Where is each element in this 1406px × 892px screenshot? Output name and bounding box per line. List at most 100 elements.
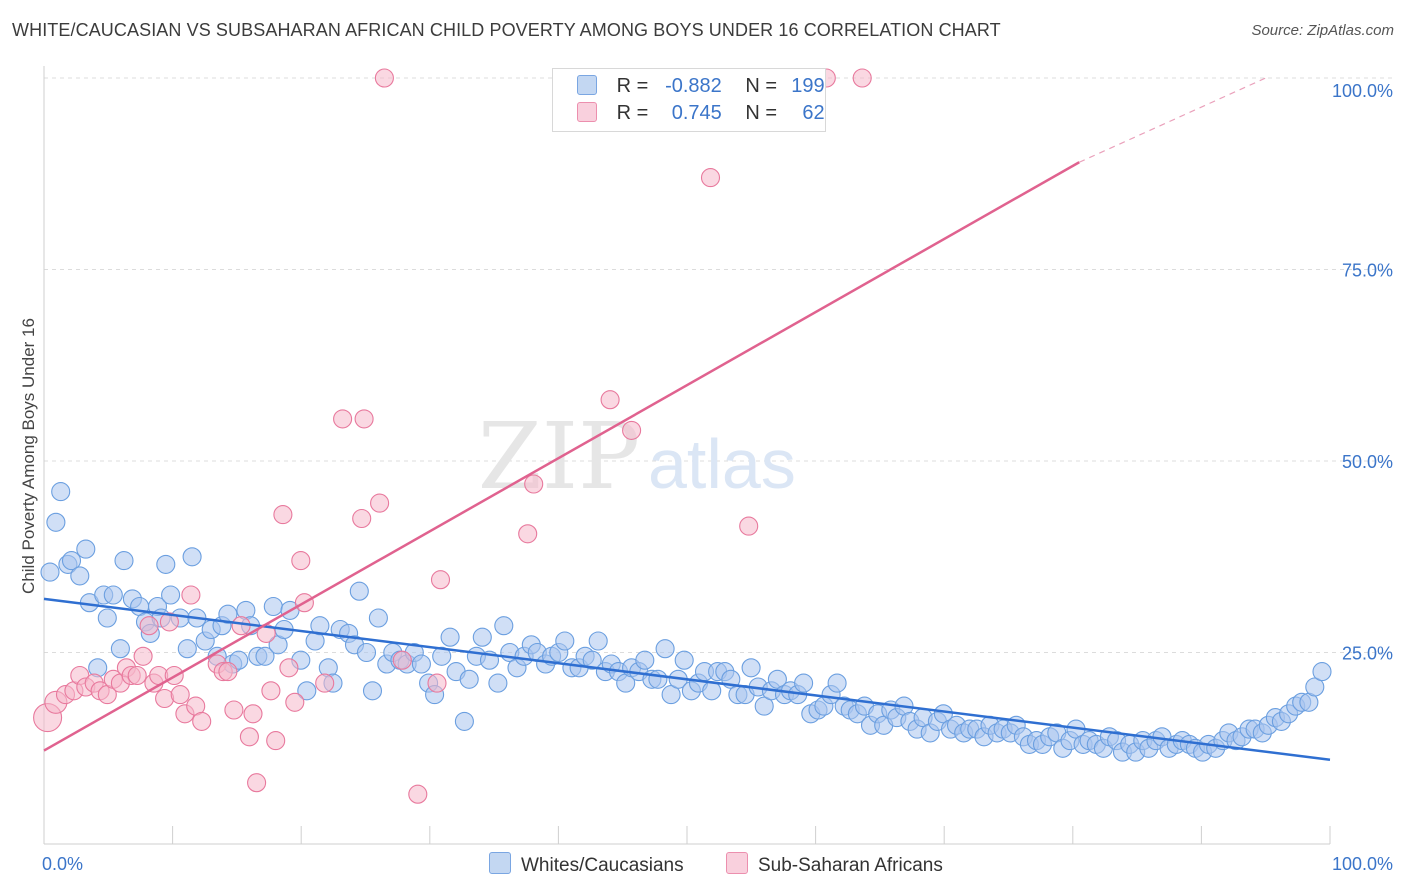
x-tick-label: 0.0% [42, 854, 83, 874]
point-subsaharan [852, 68, 872, 88]
point-subsaharan [139, 616, 159, 636]
r-value: -0.882 [665, 75, 722, 97]
point-whites [110, 639, 130, 659]
point-subsaharan [159, 612, 179, 632]
point-whites [1305, 677, 1325, 697]
n-value: 199 [791, 75, 825, 97]
point-whites [827, 673, 847, 693]
legend-swatch-subsaharan [577, 102, 597, 122]
point-subsaharan [170, 685, 190, 705]
point-whites [97, 608, 117, 628]
watermark-atlas: atlas [648, 425, 796, 503]
point-whites [794, 673, 814, 693]
legend-swatch-whites [577, 75, 597, 95]
point-subsaharan [600, 390, 620, 410]
point-subsaharan [291, 551, 311, 571]
r-label: R = [616, 102, 649, 124]
point-whites [177, 639, 197, 659]
point-whites [440, 627, 460, 647]
point-subsaharan [133, 646, 153, 666]
legend-swatch-whites [489, 852, 511, 874]
point-whites [741, 658, 761, 678]
point-whites [582, 650, 602, 670]
point-subsaharan [352, 508, 372, 529]
point-subsaharan [285, 692, 305, 712]
point-subsaharan [243, 704, 263, 724]
point-whites [349, 581, 369, 601]
point-whites [459, 669, 479, 689]
point-whites [46, 512, 66, 532]
point-whites [297, 681, 317, 701]
point-subsaharan [622, 420, 642, 440]
point-whites [368, 608, 388, 628]
y-axis-title: Child Poverty Among Boys Under 16 [19, 318, 38, 594]
point-subsaharan [192, 711, 212, 731]
n-label: N = [745, 102, 778, 124]
tick-labels: 25.0% 50.0% 75.0% 100.0% 0.0% 100.0% [42, 81, 1393, 874]
point-subsaharan [354, 409, 374, 429]
n-value: 62 [802, 102, 825, 124]
source-label: Source: ZipAtlas.com [1251, 22, 1394, 39]
point-subsaharan [430, 570, 451, 590]
point-whites [754, 696, 774, 716]
point-whites [161, 585, 181, 605]
point-subsaharan [218, 662, 238, 682]
point-subsaharan [266, 731, 286, 751]
point-subsaharan [427, 673, 447, 693]
point-subsaharan [239, 727, 259, 747]
point-subsaharan [374, 68, 394, 88]
point-whites [472, 627, 492, 647]
legend-label-subsaharan: Sub-Saharan Africans [758, 855, 943, 876]
point-subsaharan [333, 409, 353, 429]
n-label: N = [745, 75, 778, 97]
point-whites [635, 650, 655, 670]
y-tick-label: 25.0% [1342, 644, 1393, 664]
trend-lines [43, 77, 1331, 761]
r-label: R = [616, 75, 649, 97]
point-whites [255, 646, 275, 666]
point-whites [588, 631, 608, 651]
point-whites [362, 681, 383, 701]
point-whites [263, 596, 283, 617]
point-whites [310, 616, 330, 636]
trend-extension-subsaharan [1078, 77, 1266, 163]
point-subsaharan [273, 505, 293, 525]
point-subsaharan [261, 681, 281, 701]
point-whites [218, 604, 238, 624]
point-whites [1312, 662, 1332, 682]
point-subsaharan [224, 700, 244, 720]
point-whites [674, 650, 694, 670]
point-subsaharan [524, 474, 544, 494]
series-whites [40, 482, 1332, 762]
point-subsaharan [315, 673, 335, 693]
trend-line-subsaharan [43, 161, 1080, 752]
legend-swatch-subsaharan [726, 852, 748, 874]
r-value: 0.745 [671, 102, 722, 124]
point-whites [411, 654, 431, 674]
y-tick-label: 100.0% [1332, 81, 1393, 101]
y-tick-label: 75.0% [1342, 261, 1393, 281]
point-subsaharan [518, 524, 538, 544]
point-whites [648, 669, 668, 689]
legend-row-subsaharan: R = 0.745 N = 62 [577, 102, 825, 128]
point-whites [432, 646, 452, 666]
point-subsaharan [127, 665, 147, 686]
point-whites [103, 585, 123, 605]
point-subsaharan [370, 493, 390, 513]
trend-line-whites [43, 597, 1331, 761]
correlation-legend: R = -0.882 N = 199 R = 0.745 N = 62 [552, 68, 826, 132]
watermark-zip: ZIP [478, 403, 640, 510]
chart-title: WHITE/CAUCASIAN VS SUBSAHARAN AFRICAN CH… [12, 20, 1001, 40]
bottom-legend-subsaharan: Sub-Saharan Africans [726, 852, 943, 877]
point-whites [61, 551, 82, 571]
point-whites [76, 539, 96, 559]
point-whites [182, 547, 202, 567]
point-whites [114, 551, 134, 571]
point-whites [156, 554, 176, 574]
point-subsaharan [231, 616, 251, 636]
point-subsaharan [700, 168, 721, 188]
point-whites [40, 562, 60, 582]
point-subsaharan [408, 784, 428, 804]
point-subsaharan [181, 585, 201, 605]
point-subsaharan [739, 516, 759, 536]
